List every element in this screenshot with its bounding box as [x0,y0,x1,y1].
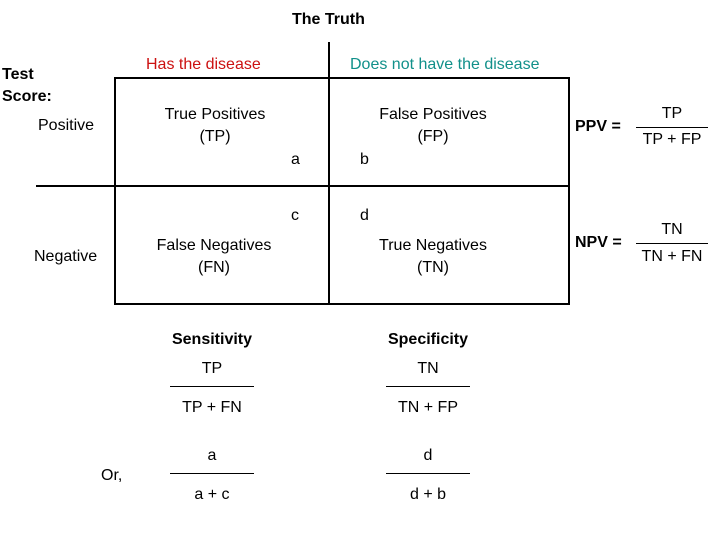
cell-fn-abbr: (FN) [198,259,230,276]
npv-fraction-line [636,243,708,244]
npv-numerator: TN [661,221,683,238]
cell-fn-name: False Negatives [156,237,272,254]
grid-vertical-divider [328,42,330,305]
grid-bottom-border [114,303,570,305]
npv-denominator: TN + FN [641,248,703,265]
specificity-denominator: TN + FP [397,399,458,416]
row-header-score: Score: [2,88,52,105]
cell-tp-abbr: (TP) [199,128,231,145]
cell-fp-name: False Positives [379,106,487,123]
sensitivity-label: Sensitivity [171,331,253,348]
ppv-numerator: TP [661,105,683,122]
sensitivity-denominator: TP + FN [182,399,242,416]
cell-fp-letter: b [360,151,369,168]
specificity-alt-numerator: d [423,447,433,464]
specificity-numerator: TN [417,360,439,377]
ppv-label: PPV = [575,118,621,135]
sensitivity-numerator: TP [201,360,223,377]
column-header-has-disease: Has the disease [146,56,261,73]
specificity-alt-denominator: d + b [409,486,447,503]
sensitivity-alt-fraction-line [170,473,254,474]
npv-label: NPV = [575,234,622,251]
specificity-label: Specificity [387,331,469,348]
cell-fn-letter: c [291,207,299,224]
sensitivity-alt-numerator: a [207,447,217,464]
ppv-fraction-line [636,127,708,128]
or-label: Or, [101,467,123,484]
ppv-denominator: TP + FP [642,131,702,148]
row-label-negative: Negative [34,248,98,265]
specificity-alt-fraction-line [386,473,470,474]
specificity-fraction-line [386,386,470,387]
cell-tp-name: True Positives [164,106,266,123]
cell-tn-name: True Negatives [379,237,487,254]
cell-tp-letter: a [291,151,300,168]
column-header-no-disease: Does not have the disease [350,56,540,73]
cell-tn-abbr: (TN) [417,259,449,276]
grid-top-border [114,77,570,79]
sensitivity-alt-denominator: a + c [194,486,230,503]
row-header-test: Test [2,66,34,83]
grid-horizontal-divider [36,185,570,187]
grid-right-border [568,77,570,305]
cell-fp-abbr: (FP) [417,128,449,145]
cell-tn-letter: d [360,207,369,224]
sensitivity-fraction-line [170,386,254,387]
row-label-positive: Positive [38,117,95,134]
grid-left-border [114,77,116,305]
truth-title: The Truth [292,11,365,28]
